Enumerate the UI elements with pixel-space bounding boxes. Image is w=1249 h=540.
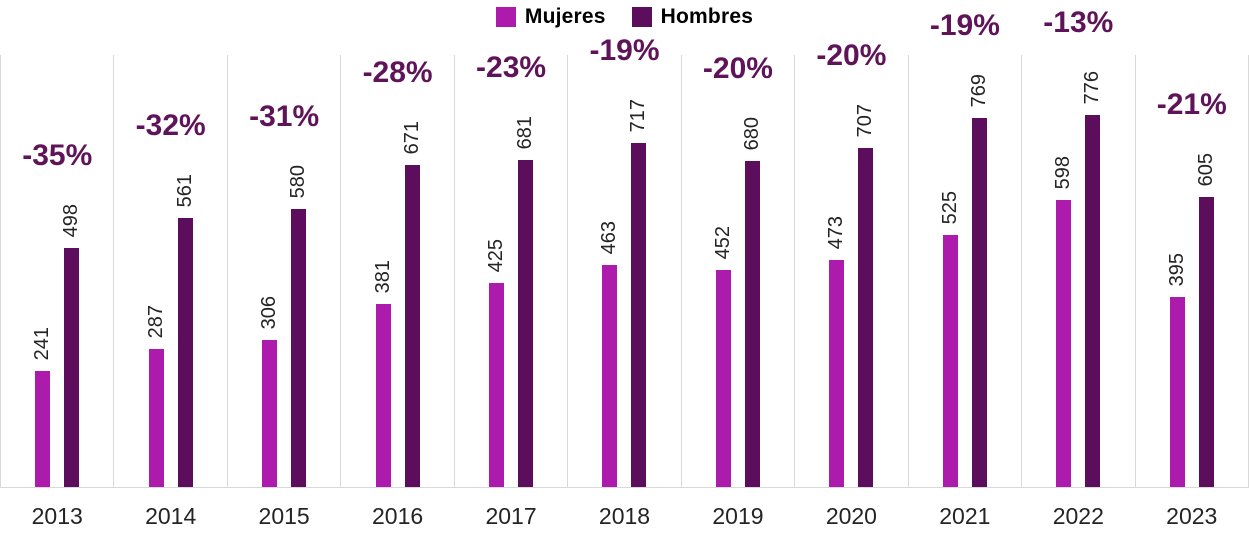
value-label-mujeres-2015: 306 xyxy=(258,295,281,329)
value-label-hombres-2021: 769 xyxy=(967,73,990,107)
legend-item-hombres[interactable]: Hombres xyxy=(631,5,754,29)
bar-mujeres-2023[interactable] xyxy=(1169,297,1185,487)
year-group-2014: 287 561 -32% 2014 xyxy=(113,55,226,529)
bar-mujeres-2013[interactable] xyxy=(35,371,51,487)
x-axis-label-2014: 2014 xyxy=(145,503,197,529)
x-axis-label-2016: 2016 xyxy=(372,503,424,529)
bar-mujeres-2021[interactable] xyxy=(942,235,958,487)
x-axis-label-2020: 2020 xyxy=(825,503,877,529)
value-label-mujeres-2017: 425 xyxy=(485,238,508,272)
value-label-mujeres-2013: 241 xyxy=(31,326,54,360)
bar-hombres-2021[interactable] xyxy=(971,118,987,487)
year-group-2015: 306 580 -31% 2015 xyxy=(226,55,340,529)
year-group-2016: 381 671 -28% 2016 xyxy=(340,55,453,529)
bar-hombres-2020[interactable] xyxy=(858,148,874,487)
hombres-swatch-icon xyxy=(631,7,652,27)
bar-hombres-2017[interactable] xyxy=(518,160,534,487)
bar-hombres-2022[interactable] xyxy=(1085,115,1101,487)
percent-gap-label-2013: -35% xyxy=(22,139,93,172)
percent-gap-label-2020: -20% xyxy=(816,39,887,72)
bar-mujeres-2020[interactable] xyxy=(829,260,845,487)
bar-hombres-2019[interactable] xyxy=(744,161,760,487)
bar-mujeres-2014[interactable] xyxy=(148,349,164,487)
percent-gap-label-2021: -19% xyxy=(929,9,1000,42)
bar-mujeres-2019[interactable] xyxy=(715,270,731,487)
bar-mujeres-2022[interactable] xyxy=(1056,200,1072,487)
value-label-mujeres-2016: 381 xyxy=(371,259,394,293)
value-label-hombres-2022: 776 xyxy=(1081,70,1104,104)
year-group-2023: 395 605 -21% 2023 xyxy=(1134,55,1249,529)
percent-gap-label-2017: -23% xyxy=(476,51,547,84)
value-label-hombres-2020: 707 xyxy=(854,103,877,137)
legend-item-mujeres[interactable]: Mujeres xyxy=(495,5,606,29)
value-label-mujeres-2022: 598 xyxy=(1052,155,1075,189)
bar-hombres-2015[interactable] xyxy=(291,209,307,487)
value-label-mujeres-2019: 452 xyxy=(711,225,734,259)
year-group-2019: 452 680 -20% 2019 xyxy=(680,52,794,529)
year-group-2017: 425 681 -23% 2017 xyxy=(453,51,567,529)
value-label-mujeres-2018: 463 xyxy=(598,220,621,254)
value-label-hombres-2019: 680 xyxy=(740,116,763,150)
x-axis-label-2013: 2013 xyxy=(31,503,83,529)
legend-label-mujeres: Mujeres xyxy=(524,5,606,28)
plot-area: 241 498 -35% 2013 287 561 -32% 2014 306 580 -31% 20… xyxy=(0,6,1249,529)
bar-mujeres-2016[interactable] xyxy=(375,304,391,487)
percent-gap-label-2016: -28% xyxy=(362,56,433,89)
percent-gap-label-2022: -13% xyxy=(1043,6,1114,39)
percent-gap-label-2023: -21% xyxy=(1156,88,1227,121)
value-label-mujeres-2014: 287 xyxy=(144,304,167,338)
value-label-hombres-2023: 605 xyxy=(1194,152,1217,186)
value-label-hombres-2015: 580 xyxy=(287,164,310,198)
value-label-hombres-2018: 717 xyxy=(627,98,650,132)
value-label-mujeres-2023: 395 xyxy=(1165,252,1188,286)
percent-gap-label-2014: -32% xyxy=(135,109,206,142)
legend-label-hombres: Hombres xyxy=(660,5,754,28)
value-label-hombres-2017: 681 xyxy=(514,115,537,149)
mujeres-swatch-icon xyxy=(495,7,516,27)
bar-hombres-2013[interactable] xyxy=(64,248,80,487)
percent-gap-label-2018: -19% xyxy=(589,34,660,67)
x-axis-label-2022: 2022 xyxy=(1052,503,1104,529)
bar-hombres-2016[interactable] xyxy=(404,165,420,487)
value-label-mujeres-2020: 473 xyxy=(825,215,848,249)
bar-mujeres-2015[interactable] xyxy=(262,340,278,487)
value-label-hombres-2016: 671 xyxy=(400,120,423,154)
x-axis-label-2017: 2017 xyxy=(485,503,537,529)
year-group-2021: 525 769 -19% 2021 xyxy=(907,9,1021,529)
x-axis-label-2015: 2015 xyxy=(258,503,310,529)
value-label-mujeres-2021: 525 xyxy=(938,190,961,224)
bar-mujeres-2017[interactable] xyxy=(489,283,505,487)
percent-gap-label-2015: -31% xyxy=(249,100,320,133)
year-group-2022: 598 776 -13% 2022 xyxy=(1021,6,1134,529)
bar-hombres-2018[interactable] xyxy=(631,143,647,487)
year-group-2020: 473 707 -20% 2020 xyxy=(794,39,907,529)
x-axis-label-2023: 2023 xyxy=(1166,503,1218,529)
x-axis-label-2021: 2021 xyxy=(939,503,991,529)
value-label-hombres-2013: 498 xyxy=(60,203,83,237)
chart-legend: Mujeres Hombres xyxy=(0,3,1249,31)
percent-gap-label-2019: -20% xyxy=(702,52,773,85)
value-label-hombres-2014: 561 xyxy=(173,173,196,207)
bar-mujeres-2018[interactable] xyxy=(602,265,618,487)
x-axis-label-2019: 2019 xyxy=(712,503,764,529)
year-group-2013: 241 498 -35% 2013 xyxy=(0,55,113,529)
bar-hombres-2023[interactable] xyxy=(1198,197,1214,487)
year-group-2018: 463 717 -19% 2018 xyxy=(567,34,680,529)
bar-hombres-2014[interactable] xyxy=(177,218,193,487)
x-axis-label-2018: 2018 xyxy=(598,503,651,529)
